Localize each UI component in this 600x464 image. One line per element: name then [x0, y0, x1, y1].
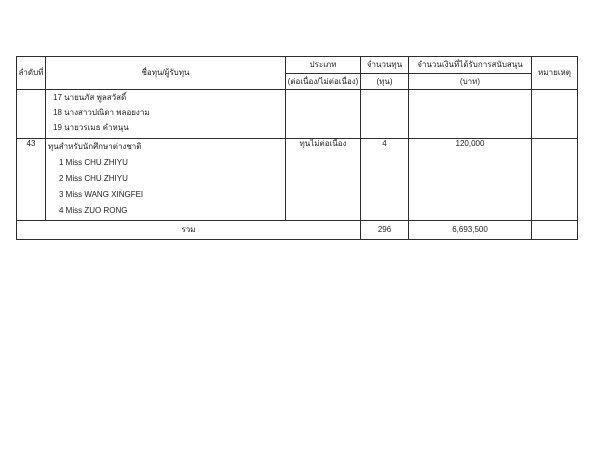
row43-no: 43	[16, 138, 46, 221]
recipient-line: 4 Miss ZUO RONG	[59, 206, 128, 215]
carryover-amount-cell	[408, 89, 532, 139]
header-amount-sub: (บาท)	[408, 73, 532, 90]
recipient-line: 1 Miss CHU ZHIYU	[59, 158, 128, 167]
table-row-carryover: 17 นายนภัส พูลสวัสดิ์ 18 นางสาวปณิดา พลอ…	[16, 89, 578, 139]
carryover-no-cell	[16, 89, 46, 139]
header-type: ประเภท	[285, 56, 361, 74]
row43-name-cell: ทุนสำหรับนักศึกษาต่างชาติ 1 Miss CHU ZHI…	[45, 138, 286, 221]
recipient-line: 17 นายนภัส พูลสวัสดิ์	[53, 93, 127, 102]
header-row-2: (ต่อเนื่อง/ไม่ต่อเนื่อง) (ทุน) (บาท)	[17, 73, 578, 90]
scholarship-title: ทุนสำหรับนักศึกษาต่างชาติ	[48, 142, 142, 151]
recipient-line: 18 นางสาวปณิดา พลอยงาม	[53, 108, 150, 117]
header-type-sub: (ต่อเนื่อง/ไม่ต่อเนื่อง)	[285, 73, 361, 90]
row43-type: ทุนไม่ต่อเนื่อง	[285, 138, 361, 221]
header-row-1: ลำดับที่ ชื่อทุน/ผู้รับทุน ประเภท จำนวนท…	[16, 56, 578, 90]
total-count: 296	[360, 220, 409, 240]
carryover-count-cell	[360, 89, 409, 139]
header-name: ชื่อทุน/ผู้รับทุน	[45, 56, 286, 90]
total-label: รวม	[16, 220, 361, 240]
row43-count: 4	[360, 138, 409, 221]
recipient-line: 3 Miss WANG XINGFEI	[59, 190, 144, 199]
carryover-type-cell	[285, 89, 361, 139]
total-remark-cell	[531, 220, 578, 240]
total-amount: 6,693,500	[408, 220, 532, 240]
header-remark: หมายเหตุ	[531, 56, 578, 90]
table-row-43: 43 ทุนสำหรับนักศึกษาต่างชาติ 1 Miss CHU …	[16, 138, 578, 221]
header-count: จำนวนทุน	[360, 56, 409, 74]
carryover-remark-cell	[531, 89, 578, 139]
header-no: ลำดับที่	[16, 56, 46, 90]
header-amount: จำนวนเงินที่ได้รับการสนับสนุน	[408, 56, 532, 74]
scholarship-table: ลำดับที่ ชื่อทุน/ผู้รับทุน ประเภท จำนวนท…	[16, 56, 578, 240]
row43-amount: 120,000	[408, 138, 532, 221]
row43-remark-cell	[531, 138, 578, 221]
recipient-line: 2 Miss CHU ZHIYU	[59, 174, 128, 183]
carryover-names-cell: 17 นายนภัส พูลสวัสดิ์ 18 นางสาวปณิดา พลอ…	[45, 89, 286, 139]
header-count-sub: (ทุน)	[360, 73, 409, 90]
recipient-line: 19 นายวรเมธ คำหนุน	[53, 123, 129, 132]
table-row-total: รวม 296 6,693,500	[16, 220, 578, 240]
